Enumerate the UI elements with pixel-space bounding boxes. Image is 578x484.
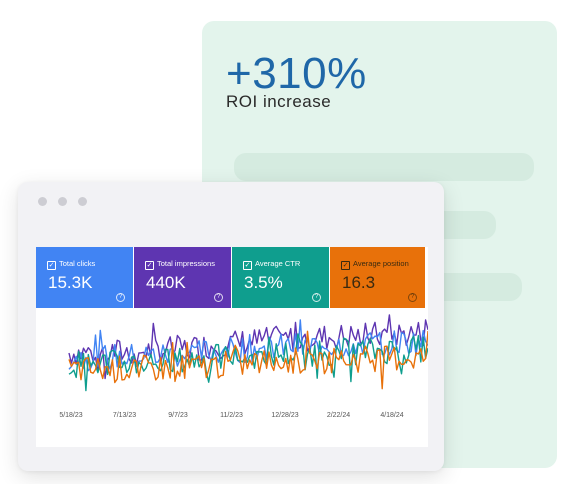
metric-total-impressions[interactable]: ✓ Total impressions 440K ? — [134, 247, 231, 308]
help-icon[interactable]: ? — [312, 293, 321, 302]
metric-value: 15.3K — [48, 273, 93, 292]
x-tick-label: 4/18/24 — [380, 412, 403, 419]
help-icon[interactable]: ? — [116, 293, 125, 302]
help-icon[interactable]: ? — [214, 293, 223, 302]
checkbox-icon[interactable]: ✓ — [47, 261, 56, 270]
x-tick-label: 11/2/23 — [220, 412, 243, 419]
help-icon[interactable]: ? — [408, 293, 417, 302]
metric-value: 3.5% — [244, 273, 283, 292]
metric-label: Total clicks — [59, 259, 96, 268]
checkbox-icon[interactable]: ✓ — [341, 261, 350, 270]
metric-value: 440K — [146, 273, 186, 292]
metric-value: 16.3 — [342, 273, 376, 292]
chart-series-line — [68, 319, 428, 372]
metric-total-clicks[interactable]: ✓ Total clicks 15.3K ? — [36, 247, 133, 308]
metric-cards: ✓ Total clicks 15.3K ? ✓ Total impressio… — [36, 247, 428, 308]
browser-window: ✓ Total clicks 15.3K ? ✓ Total impressio… — [18, 182, 444, 471]
checkbox-icon[interactable]: ✓ — [243, 261, 252, 270]
placeholder-bar — [234, 153, 534, 181]
x-tick-label: 5/18/23 — [59, 412, 82, 419]
x-tick-label: 2/22/24 — [327, 412, 350, 419]
chart-series-line — [68, 330, 428, 390]
roi-label: ROI increase — [226, 92, 332, 111]
window-dot-icon — [58, 197, 67, 206]
checkbox-icon[interactable]: ✓ — [145, 261, 154, 270]
metric-average-ctr[interactable]: ✓ Average CTR 3.5% ? — [232, 247, 329, 308]
performance-panel: ✓ Total clicks 15.3K ? ✓ Total impressio… — [36, 247, 428, 447]
metric-label: Average position — [353, 259, 409, 268]
metric-average-position[interactable]: ✓ Average position 16.3 ? — [330, 247, 425, 308]
x-tick-label: 12/28/23 — [271, 412, 298, 419]
metric-label: Average CTR — [255, 259, 301, 268]
performance-chart: 5/18/23 7/13/23 9/7/23 11/2/23 12/28/23 2/22/… — [59, 314, 428, 419]
metric-label: Total impressions — [157, 259, 215, 268]
window-dot-icon — [38, 197, 47, 206]
chart-series-line — [68, 333, 428, 392]
roi-value: +310% — [226, 49, 367, 98]
x-tick-label: 9/7/23 — [168, 412, 188, 419]
window-dot-icon — [78, 197, 87, 206]
x-tick-label: 7/13/23 — [113, 412, 136, 419]
